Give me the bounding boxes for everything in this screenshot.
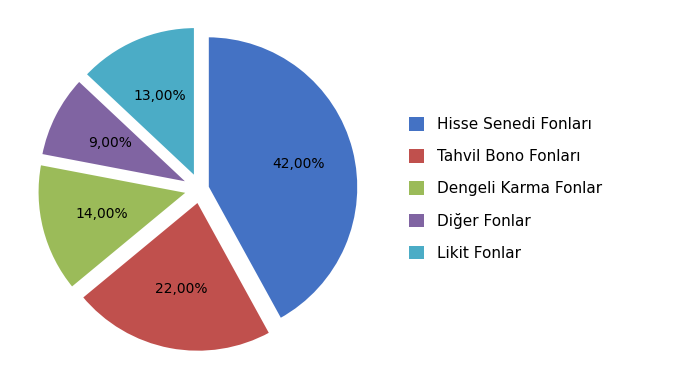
Wedge shape: [85, 27, 195, 178]
Wedge shape: [208, 36, 359, 320]
Legend: Hisse Senedi Fonları, Tahvil Bono Fonları, Dengeli Karma Fonlar, Diğer Fonlar, L: Hisse Senedi Fonları, Tahvil Bono Fonlar…: [409, 117, 602, 261]
Wedge shape: [37, 164, 188, 288]
Text: 13,00%: 13,00%: [134, 89, 186, 103]
Text: 42,00%: 42,00%: [272, 157, 324, 171]
Text: 9,00%: 9,00%: [88, 136, 132, 150]
Text: 22,00%: 22,00%: [155, 282, 208, 296]
Wedge shape: [81, 201, 270, 352]
Wedge shape: [41, 80, 189, 183]
Text: 14,00%: 14,00%: [76, 207, 128, 221]
